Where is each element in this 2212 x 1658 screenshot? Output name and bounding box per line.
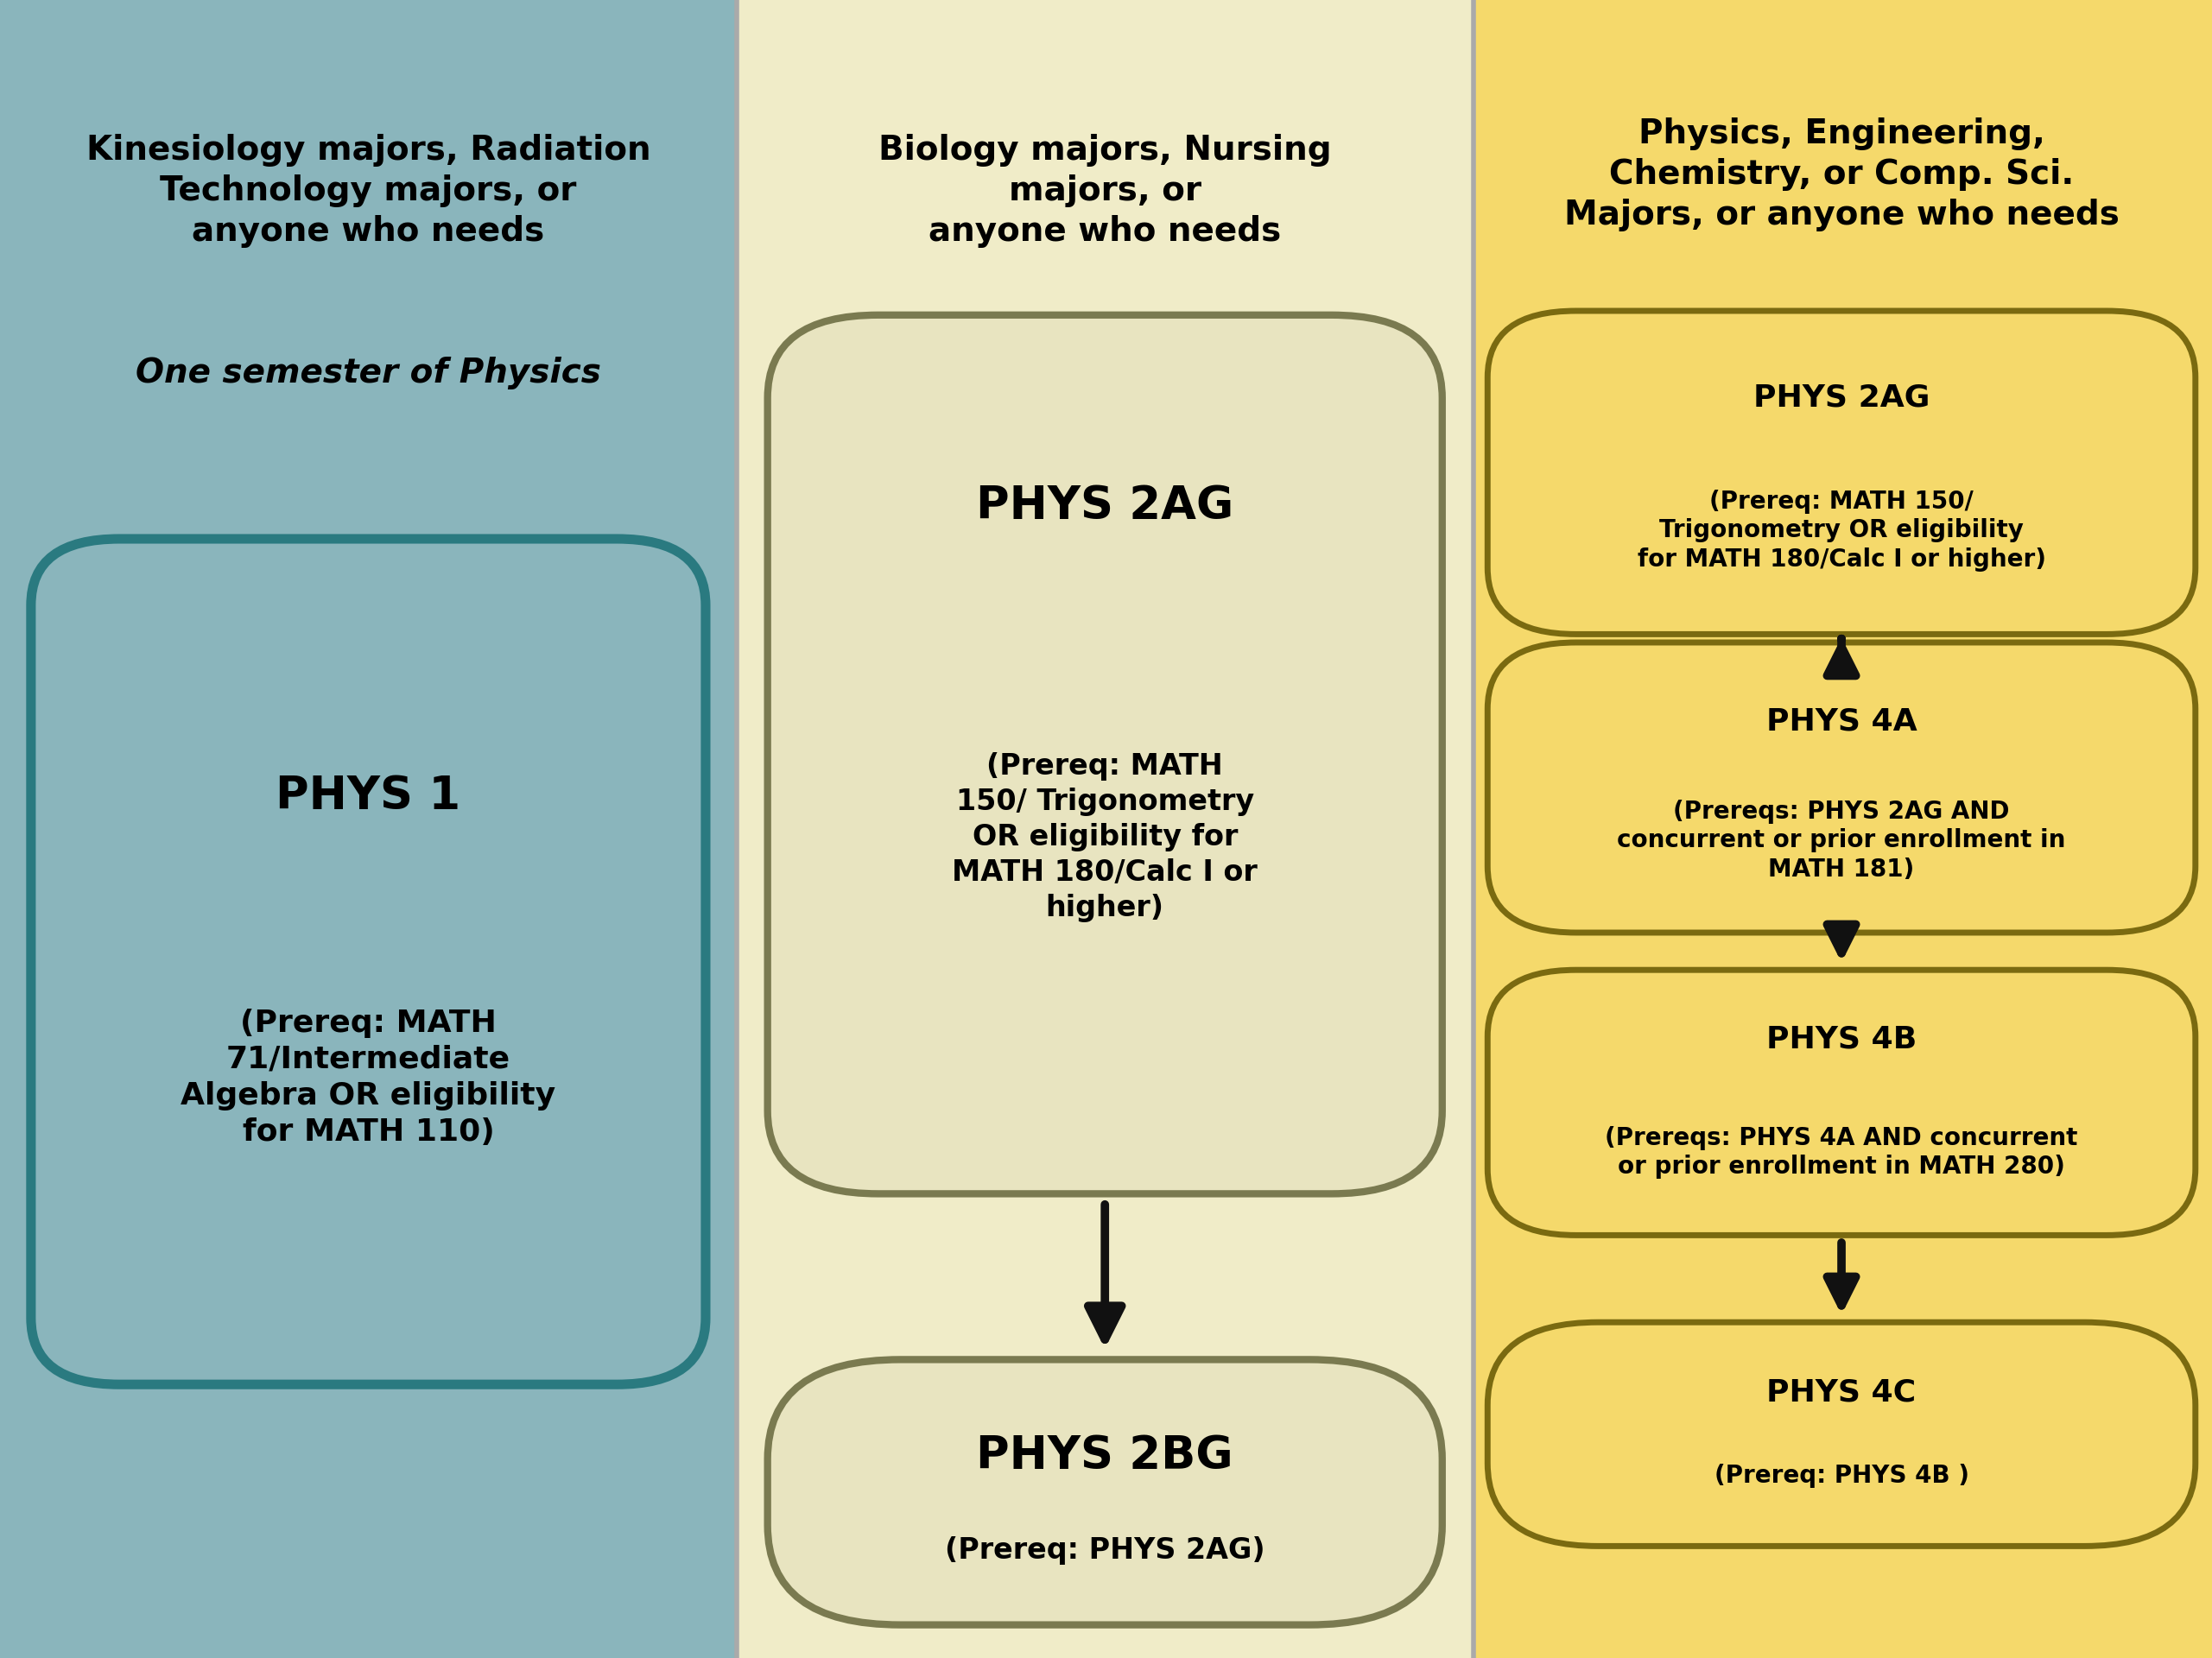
Text: Physics, Engineering,
Chemistry, or Comp. Sci.
Majors, or anyone who needs: Physics, Engineering, Chemistry, or Comp… [1564,118,2119,230]
Text: (Prereqs: PHYS 4A AND concurrent
or prior enrollment in MATH 280): (Prereqs: PHYS 4A AND concurrent or prio… [1606,1126,2077,1179]
FancyBboxPatch shape [1486,970,2194,1235]
Text: (Prereq: MATH 150/
Trigonometry OR eligibility
for MATH 180/Calc I or higher): (Prereq: MATH 150/ Trigonometry OR eligi… [1637,489,2046,572]
FancyBboxPatch shape [768,1360,1442,1625]
Text: PHYS 4B: PHYS 4B [1765,1025,1918,1054]
Text: PHYS 2AG: PHYS 2AG [975,482,1234,529]
Text: Kinesiology majors, Radiation
Technology majors, or
anyone who needs: Kinesiology majors, Radiation Technology… [86,134,650,247]
Text: Biology majors, Nursing
majors, or
anyone who needs: Biology majors, Nursing majors, or anyon… [878,134,1332,247]
Text: (Prereq: MATH
150/ Trigonometry
OR eligibility for
MATH 180/Calc I or
higher): (Prereq: MATH 150/ Trigonometry OR eligi… [951,753,1259,922]
Text: PHYS 2AG: PHYS 2AG [1754,383,1929,413]
Text: PHYS 1: PHYS 1 [276,773,460,819]
Text: One semester of Physics: One semester of Physics [135,356,602,390]
Text: (Prereq: MATH
71/Intermediate
Algebra OR eligibility
for MATH 110): (Prereq: MATH 71/Intermediate Algebra OR… [181,1008,555,1147]
FancyBboxPatch shape [768,315,1442,1194]
FancyBboxPatch shape [1486,642,2194,932]
FancyBboxPatch shape [737,0,1473,1658]
Text: PHYS 2BG: PHYS 2BG [975,1433,1234,1479]
FancyBboxPatch shape [1486,1323,2194,1545]
Text: PHYS 4A: PHYS 4A [1765,706,1918,736]
Text: PHYS 4C: PHYS 4C [1767,1378,1916,1408]
Text: (Prereq: PHYS 2AG): (Prereq: PHYS 2AG) [945,1535,1265,1565]
FancyBboxPatch shape [1486,312,2194,635]
Text: (Prereq: PHYS 4B ): (Prereq: PHYS 4B ) [1714,1464,1969,1487]
Text: At least two semesters of
Calc-based Physics: At least two semesters of Calc-based Phy… [1599,337,2084,410]
FancyBboxPatch shape [1473,0,2212,1658]
Text: Two semesters of Trig-based
Physics: Two semesters of Trig-based Physics [836,353,1374,426]
Text: (Prereqs: PHYS 2AG AND
concurrent or prior enrollment in
MATH 181): (Prereqs: PHYS 2AG AND concurrent or pri… [1617,799,2066,882]
FancyBboxPatch shape [0,0,737,1658]
FancyBboxPatch shape [31,539,706,1384]
